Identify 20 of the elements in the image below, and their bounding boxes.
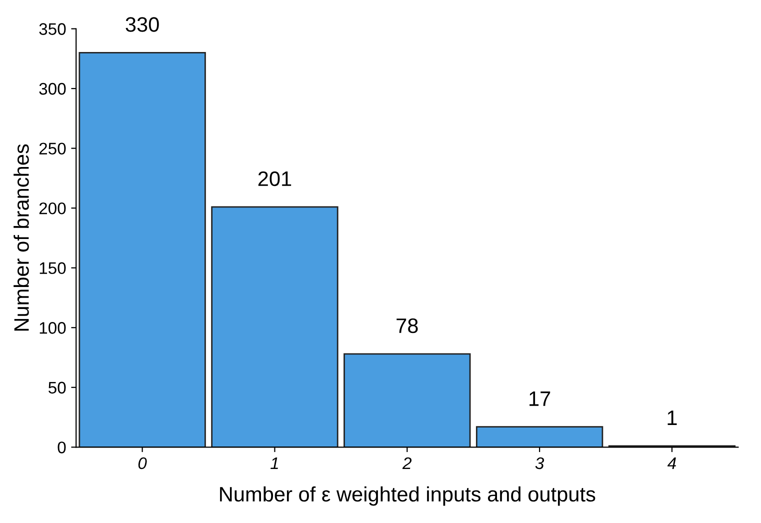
data-label: 1: [668, 410, 677, 425]
data-label: 330: [126, 17, 159, 32]
x-tick-label: 4: [667, 458, 676, 469]
x-tick-label: 3: [535, 457, 544, 470]
y-tick-label: 300: [39, 82, 66, 95]
data-label: 17: [530, 392, 550, 406]
y-axis-title: Number of branches: [14, 144, 29, 331]
y-tick-label: 350: [39, 23, 66, 35]
x-tick-label: 1: [270, 458, 278, 469]
data-label: 201: [258, 171, 292, 186]
y-tick-label: 200: [39, 202, 66, 214]
x-axis-title: Number of ε weighted inputs and outputs: [220, 486, 596, 506]
x-tick-label: 2: [402, 457, 412, 469]
y-tick-label: 50: [48, 382, 66, 394]
y-tick-label: 150: [40, 262, 66, 274]
data-label: 78: [396, 318, 418, 334]
y-tick-label: 250: [39, 142, 66, 155]
y-tick-label: 0: [58, 442, 66, 454]
x-tick-label: 0: [138, 457, 147, 470]
y-tick-label: 100: [40, 322, 66, 334]
